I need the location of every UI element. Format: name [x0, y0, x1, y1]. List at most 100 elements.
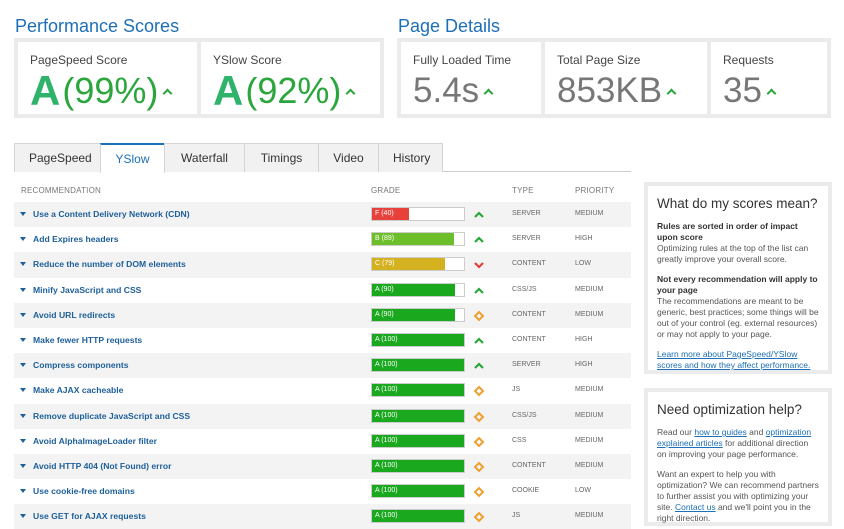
requests-label: Requests	[723, 53, 774, 67]
contact-us-link[interactable]: Contact us	[674, 502, 716, 512]
grade-bar-fill: B (89)	[372, 233, 454, 246]
total-page-size-label: Total Page Size	[557, 53, 641, 67]
diamond-icon	[473, 310, 485, 322]
yslow-score-label: YSlow Score	[213, 53, 282, 67]
table-row[interactable]: Use cookie-free domains A (100) COOKIE LOW	[14, 479, 631, 504]
table-row[interactable]: Avoid AlphaImageLoader filter A (100) CSS M…	[14, 429, 631, 454]
recommendation-type: SERVER	[512, 361, 541, 369]
page-details-title: Page Details	[398, 16, 501, 36]
header-recommendation[interactable]: RECOMMENDATION	[21, 186, 101, 195]
recommendation-name[interactable]: Compress components	[20, 360, 129, 370]
diamond-icon	[473, 436, 485, 448]
recommendation-priority: MEDIUM	[575, 461, 604, 469]
optimization-help-text-1: Read our how to guides and optimization …	[657, 427, 819, 460]
table-row[interactable]: Avoid HTTP 404 (Not Found) error A (100) C…	[14, 453, 631, 480]
fully-loaded-label: Fully Loaded Time	[413, 53, 512, 67]
table-row[interactable]: Add Expires headers B (89) SERVER HIGH	[14, 227, 631, 252]
grade-bar: B (89)	[371, 232, 465, 247]
fully-loaded-value: 5.4s	[413, 71, 480, 110]
grade-bar-fill: A (100)	[372, 434, 464, 447]
recommendation-type: CSS	[512, 436, 527, 444]
table-row[interactable]: Avoid URL redirects A (90) CONTENT MEDIUM	[14, 302, 631, 328]
recommendation-name[interactable]: Use a Content Delivery Network (CDN)	[20, 209, 190, 219]
tab-yslow[interactable]: YSlow	[100, 143, 165, 173]
optimization-explained-link[interactable]: optimization explained articles	[657, 427, 812, 448]
grade-bar: A (90)	[371, 282, 465, 297]
diamond-icon	[473, 385, 485, 397]
recommendation-type: JS	[512, 386, 521, 394]
help-text-part: Read our	[657, 427, 695, 437]
recommendation-name[interactable]: Use GET for AJAX requests	[20, 511, 146, 521]
recommendation-name[interactable]: Remove duplicate JavaScript and CSS	[20, 411, 190, 421]
report-tabs: PageSpeed YSlow Waterfall Timings Video …	[14, 143, 631, 173]
header-priority[interactable]: PRIORITY	[575, 186, 615, 195]
caret-up-icon	[474, 337, 484, 344]
caret-up-icon	[483, 88, 494, 98]
tab-pagespeed[interactable]: PageSpeed	[14, 143, 101, 172]
recommendation-name[interactable]: Make fewer HTTP requests	[20, 335, 142, 345]
recommendation-type: CONTENT	[512, 260, 546, 268]
tab-timings[interactable]: Timings	[244, 143, 319, 172]
grade-bar: A (100)	[371, 332, 465, 347]
tab-waterfall[interactable]: Waterfall	[164, 143, 245, 172]
table-header: RECOMMENDATION GRADE TYPE PRIORITY	[14, 184, 631, 198]
how-to-guides-link[interactable]: how to guides	[694, 427, 747, 437]
table-row[interactable]: Minify JavaScript and CSS A (90) CSS/JS MED…	[14, 278, 631, 303]
grade-bar: A (100)	[371, 358, 465, 373]
header-grade[interactable]: GRADE	[371, 186, 401, 195]
help-text-part: and we'll point you in the right directi…	[657, 502, 811, 523]
scores-info-text-1: Optimizing rules at the top of the list …	[657, 243, 809, 264]
table-row[interactable]: Make AJAX cacheable A (100) JS MEDIUM	[14, 378, 631, 403]
tab-video[interactable]: Video	[318, 143, 379, 172]
recommendation-name[interactable]: Avoid HTTP 404 (Not Found) error	[20, 461, 171, 471]
table-row[interactable]: Use GET for AJAX requests A (100) JS MEDIUM	[14, 504, 631, 529]
learn-more-link[interactable]: Learn more about PageSpeed/YSlow scores …	[657, 349, 811, 370]
grade-bar-fill: A (100)	[372, 333, 464, 346]
grade-bar: A (100)	[371, 458, 465, 473]
recommendation-priority: HIGH	[575, 335, 593, 343]
caret-up-icon	[474, 362, 484, 369]
recommendation-name[interactable]: Use cookie-free domains	[20, 486, 135, 496]
grade-bar: F (40)	[371, 207, 465, 221]
performance-scores-card: PageSpeed Score A (99%) YSlow Score A (9…	[14, 38, 384, 118]
grade-bar: A (100)	[371, 383, 465, 398]
recommendation-priority: HIGH	[575, 235, 593, 243]
recommendation-type: COOKIE	[512, 487, 540, 495]
grade-bar-fill: A (100)	[372, 384, 464, 397]
optimization-help-box: Need optimization help? Read our how to …	[644, 388, 832, 526]
recommendation-name[interactable]: Minify JavaScript and CSS	[20, 285, 141, 295]
grade-bar-fill: A (100)	[372, 485, 464, 498]
fully-loaded-time: Fully Loaded Time 5.4s	[401, 42, 545, 114]
optimization-help-title: Need optimization help?	[657, 402, 802, 417]
grade-bar: A (100)	[371, 408, 465, 423]
grade-bar-fill: A (100)	[372, 510, 464, 523]
caret-up-icon	[474, 211, 484, 218]
caret-up-icon	[474, 236, 484, 243]
help-text-part: and	[746, 427, 766, 437]
help-text-part: for additional direction on improving yo…	[657, 438, 809, 459]
performance-scores-title: Performance Scores	[15, 16, 180, 36]
table-row[interactable]: Compress components A (100) SERVER HIGH	[14, 353, 631, 379]
scores-info-heading-1: Rules are sorted in order of impact upon…	[657, 221, 798, 242]
table-row[interactable]: Use a Content Delivery Network (CDN) F (4…	[14, 202, 631, 228]
pagespeed-score: PageSpeed Score A (99%)	[18, 42, 201, 114]
header-type[interactable]: TYPE	[512, 186, 534, 195]
grade-bar-fill: C (79)	[372, 258, 445, 271]
tab-history[interactable]: History	[378, 143, 443, 172]
scores-info-box: What do my scores mean? Rules are sorted…	[644, 182, 832, 374]
recommendation-name[interactable]: Make AJAX cacheable	[20, 385, 123, 395]
recommendation-name[interactable]: Avoid AlphaImageLoader filter	[20, 436, 157, 446]
table-row[interactable]: Make fewer HTTP requests A (100) CONTENT HI…	[14, 328, 631, 353]
recommendation-type: SERVER	[512, 210, 541, 217]
recommendation-name[interactable]: Reduce the number of DOM elements	[20, 259, 186, 269]
table-row[interactable]: Remove duplicate JavaScript and CSS A (10…	[14, 403, 631, 429]
recommendation-priority: MEDIUM	[575, 285, 604, 293]
table-row[interactable]: Reduce the number of DOM elements C (79) C…	[14, 252, 631, 278]
recommendation-priority: MEDIUM	[575, 210, 604, 217]
recommendation-priority: MEDIUM	[575, 512, 604, 520]
recommendation-name[interactable]: Add Expires headers	[20, 234, 119, 244]
recommendation-type: CSS/JS	[512, 285, 537, 293]
scores-info-heading-2: Not every recommendation will apply to y…	[657, 274, 818, 295]
recommendation-name[interactable]: Avoid URL redirects	[20, 310, 115, 320]
grade-bar-fill: A (90)	[372, 308, 455, 321]
